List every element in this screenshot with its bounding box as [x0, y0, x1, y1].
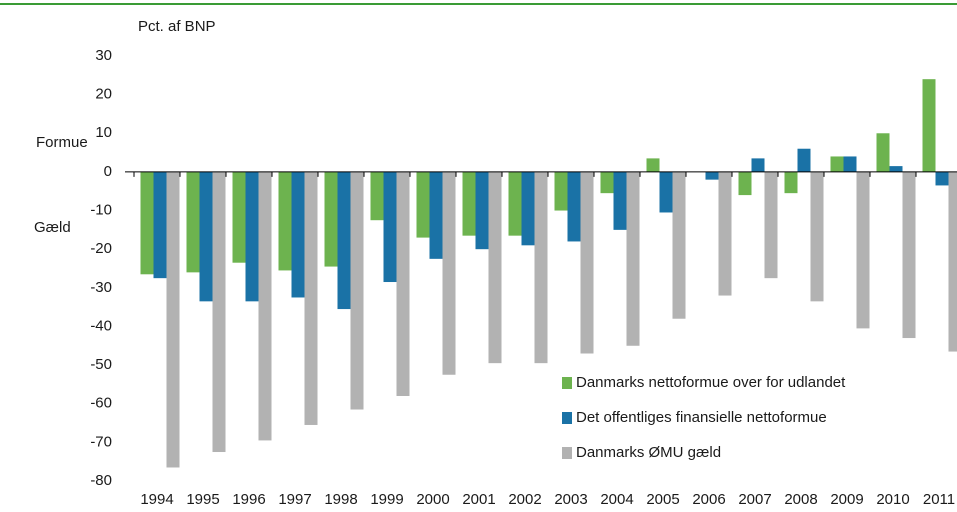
bar [324, 171, 338, 267]
bar [718, 171, 732, 296]
y-tick-label: 20 [95, 86, 112, 103]
y-tick-label: -10 [90, 202, 112, 219]
bar [416, 171, 430, 238]
annotation: Gæld [34, 219, 71, 236]
bar [370, 171, 384, 221]
x-tick-label: 2002 [508, 491, 541, 508]
bar [383, 171, 397, 283]
bar [245, 171, 259, 302]
bar [508, 171, 522, 236]
x-tick-label: 2003 [554, 491, 587, 508]
bar [810, 171, 824, 302]
legend-label: Det offentliges finansielle nettoformue [576, 409, 827, 426]
bar [429, 171, 443, 259]
x-tick-label: 1998 [324, 491, 357, 508]
bar [153, 171, 167, 279]
bar [475, 171, 489, 250]
bar [876, 133, 890, 172]
bar [646, 158, 660, 172]
bar [600, 171, 614, 194]
bar [140, 171, 154, 275]
x-tick-label: 2006 [692, 491, 725, 508]
y-tick-label: -70 [90, 433, 112, 450]
bar [764, 171, 778, 279]
annotation: Formue [36, 134, 88, 151]
bar [534, 171, 548, 364]
x-tick-label: 1999 [370, 491, 403, 508]
bar [889, 166, 903, 172]
bar [902, 171, 916, 339]
y-axis-label: Pct. af BNP [138, 18, 216, 35]
x-tick-label: 2000 [416, 491, 449, 508]
bar [350, 171, 364, 410]
bar [580, 171, 594, 354]
bar [278, 171, 292, 271]
bar [304, 171, 318, 425]
y-tick-label: -30 [90, 279, 112, 296]
y-tick-label: 10 [95, 124, 112, 141]
x-tick-label: 2011 [923, 491, 955, 508]
x-tick-label: 2005 [646, 491, 679, 508]
x-tick-label: 2001 [462, 491, 495, 508]
bar [843, 156, 857, 172]
x-tick-label: 2009 [830, 491, 863, 508]
bar [396, 171, 410, 396]
bar [186, 171, 200, 273]
bar [948, 171, 957, 352]
bar [442, 171, 456, 375]
bar [291, 171, 305, 298]
bar [797, 148, 811, 172]
bar [672, 171, 686, 319]
bar [784, 171, 798, 194]
bar [856, 171, 870, 329]
legend-label: Danmarks ØMU gæld [576, 444, 721, 461]
legend-label: Danmarks nettoformue over for udlandet [576, 374, 846, 391]
y-tick-label: -40 [90, 317, 112, 334]
bar [199, 171, 213, 302]
bar [337, 171, 351, 310]
bar [232, 171, 246, 263]
x-tick-label: 1997 [278, 491, 311, 508]
bar [705, 171, 719, 180]
y-tick-label: 30 [95, 47, 112, 64]
x-tick-label: 2004 [600, 491, 633, 508]
bar [830, 156, 844, 172]
bar [659, 171, 673, 213]
legend-swatch [562, 412, 572, 424]
bar [521, 171, 535, 246]
bar [922, 79, 936, 172]
bar [212, 171, 226, 453]
y-tick-label: -60 [90, 395, 112, 412]
x-tick-label: 2010 [876, 491, 909, 508]
bar [626, 171, 640, 346]
x-tick-label: 1996 [232, 491, 265, 508]
bar [935, 171, 949, 186]
x-tick-label: 2008 [784, 491, 817, 508]
bar [613, 171, 627, 230]
y-tick-label: -50 [90, 356, 112, 373]
y-tick-label: -80 [90, 472, 112, 489]
legend-swatch [562, 377, 572, 389]
bar [554, 171, 568, 211]
y-tick-label: 0 [104, 163, 112, 180]
bar [488, 171, 502, 364]
bar [751, 158, 765, 172]
bar [738, 171, 752, 196]
x-tick-label: 1994 [140, 491, 173, 508]
y-tick-label: -20 [90, 240, 112, 257]
bar [462, 171, 476, 236]
x-tick-label: 2007 [738, 491, 771, 508]
bar [567, 171, 581, 242]
bar [258, 171, 272, 441]
legend-swatch [562, 447, 572, 459]
x-tick-label: 1995 [186, 491, 219, 508]
bar [166, 171, 180, 468]
